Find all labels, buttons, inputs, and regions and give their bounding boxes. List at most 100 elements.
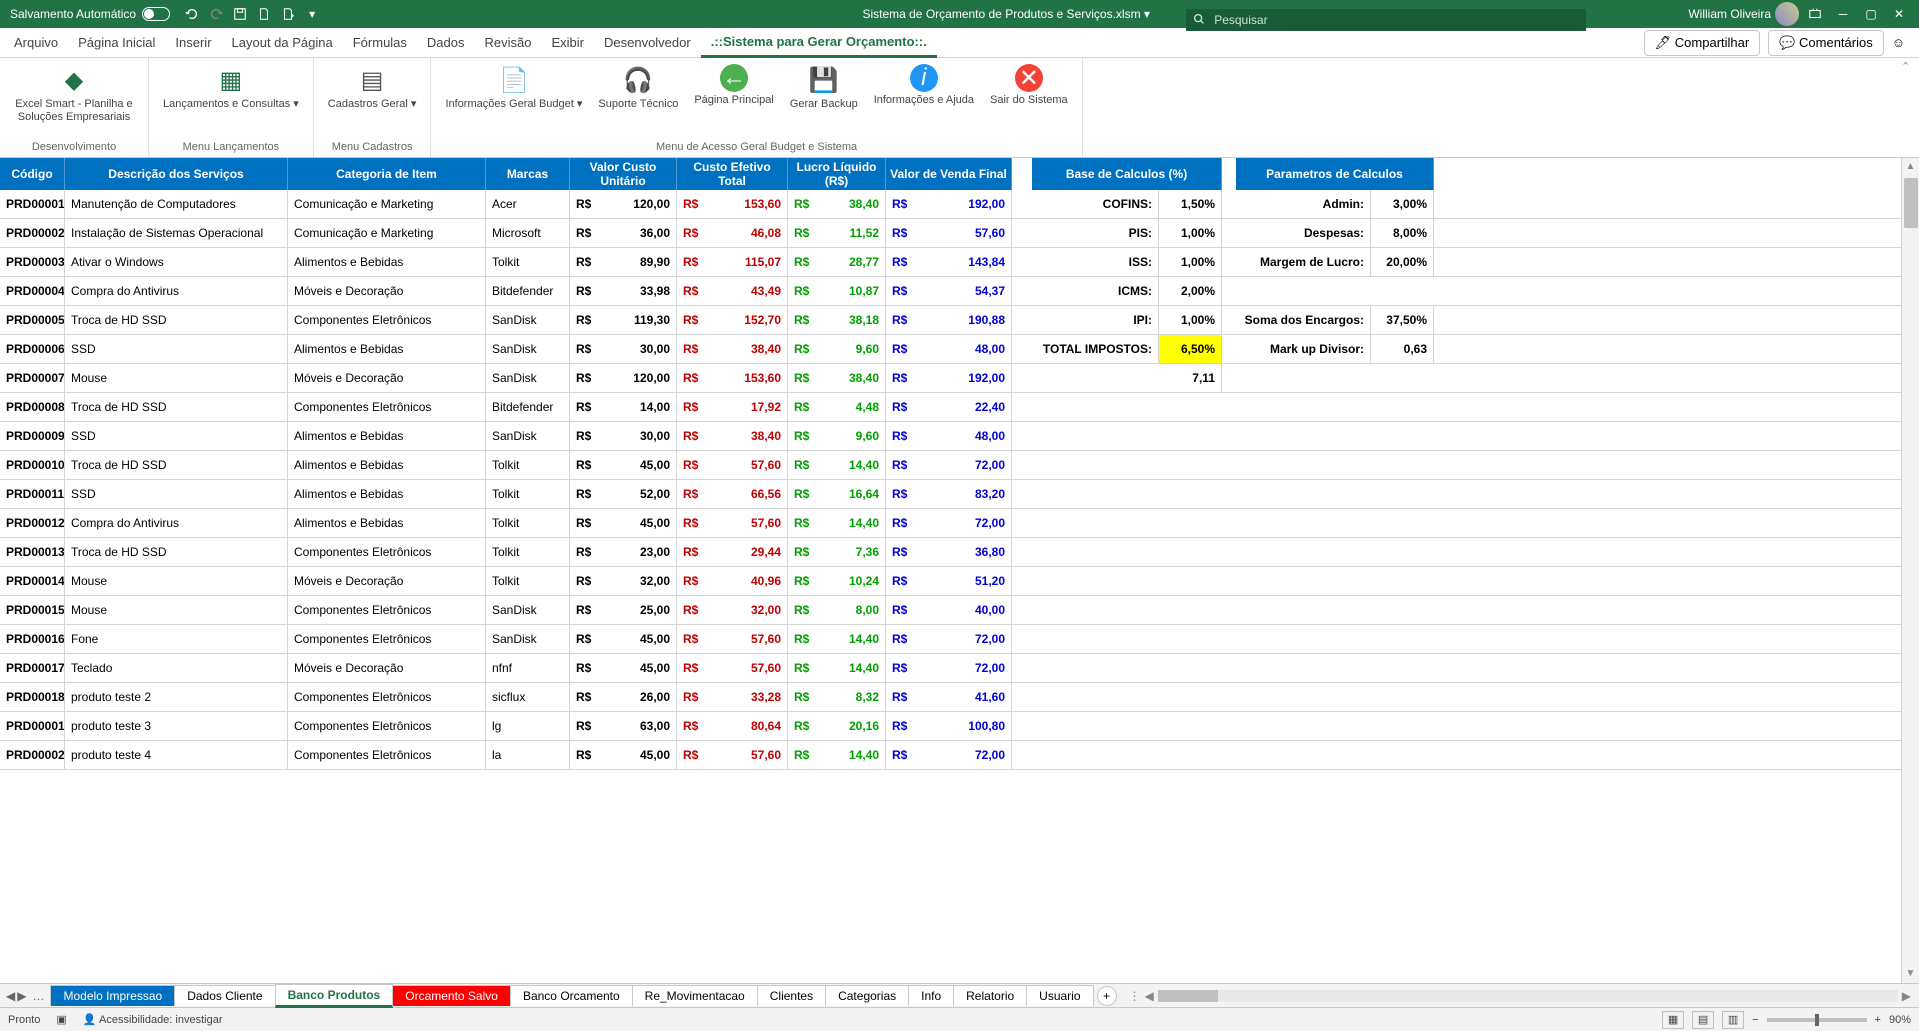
cell-unit[interactable]: R$45,00	[570, 625, 677, 653]
close-icon[interactable]: ✕	[1887, 0, 1911, 28]
cell-desc[interactable]: Fone	[65, 625, 288, 653]
comentarios-button[interactable]: 💬 Comentários	[1768, 30, 1884, 56]
table-row[interactable]: PRD00003 Ativar o Windows Alimentos e Be…	[0, 248, 1901, 277]
cell-liquido[interactable]: R$38,18	[788, 306, 886, 334]
tab-layout[interactable]: Layout da Página	[222, 29, 343, 56]
cell-efetivo[interactable]: R$43,49	[677, 277, 788, 305]
cell-venda[interactable]: R$190,88	[886, 306, 1012, 334]
cell-efetivo[interactable]: R$152,70	[677, 306, 788, 334]
table-row[interactable]: PRD00010 Troca de HD SSD Alimentos e Beb…	[0, 451, 1901, 480]
cell-efetivo[interactable]: R$38,40	[677, 335, 788, 363]
cell-venda[interactable]: R$192,00	[886, 190, 1012, 218]
tab-arquivo[interactable]: Arquivo	[4, 29, 68, 56]
table-row[interactable]: PRD00006 SSD Alimentos e Bebidas SanDisk…	[0, 335, 1901, 364]
cell-desc[interactable]: produto teste 2	[65, 683, 288, 711]
cell-cat[interactable]: Alimentos e Bebidas	[288, 248, 486, 276]
sheet-tab-banco-produtos[interactable]: Banco Produtos	[275, 984, 394, 1008]
table-row[interactable]: PRD00002 Instalação de Sistemas Operacio…	[0, 219, 1901, 248]
cell-codigo[interactable]: PRD00016	[0, 625, 65, 653]
cell-efetivo[interactable]: R$57,60	[677, 654, 788, 682]
tab-dados[interactable]: Dados	[417, 29, 475, 56]
table-row[interactable]: PRD00017 Teclado Móveis e Decoração nfnf…	[0, 654, 1901, 683]
cell-liquido[interactable]: R$14,40	[788, 451, 886, 479]
sheet-nav-left-icon[interactable]: ◀	[6, 989, 15, 1003]
tab-desenvolvedor[interactable]: Desenvolvedor	[594, 29, 701, 56]
table-row[interactable]: PRD00011 SSD Alimentos e Bebidas Tolkit …	[0, 480, 1901, 509]
cell-unit[interactable]: R$63,00	[570, 712, 677, 740]
hdr-efetivo[interactable]: Custo Efetivo Total	[677, 158, 788, 190]
cell-unit[interactable]: R$45,00	[570, 654, 677, 682]
cell-unit[interactable]: R$32,00	[570, 567, 677, 595]
cell-marca[interactable]: Tolkit	[486, 248, 570, 276]
scroll-thumb[interactable]	[1904, 178, 1918, 228]
sheet-tab-orcamento-salvo[interactable]: Orcamento Salvo	[392, 985, 511, 1006]
macro-icon[interactable]: ▣	[56, 1013, 66, 1026]
cell-efetivo[interactable]: R$57,60	[677, 625, 788, 653]
cell-codigo[interactable]: PRD00015	[0, 596, 65, 624]
tab-revisao[interactable]: Revisão	[475, 29, 542, 56]
tab-pagina-inicial[interactable]: Página Inicial	[68, 29, 165, 56]
cell-cat[interactable]: Alimentos e Bebidas	[288, 480, 486, 508]
smiley-icon[interactable]: ☺	[1892, 35, 1905, 50]
cell-desc[interactable]: Compra do Antivirus	[65, 509, 288, 537]
view-normal-icon[interactable]: ▦	[1662, 1011, 1684, 1029]
cell-codigo[interactable]: PRD00009	[0, 422, 65, 450]
cell-venda[interactable]: R$72,00	[886, 741, 1012, 769]
cell-codigo[interactable]: PRD00014	[0, 567, 65, 595]
cell-marca[interactable]: Microsoft	[486, 219, 570, 247]
base-label[interactable]: COFINS:	[1032, 190, 1159, 218]
cell-unit[interactable]: R$120,00	[570, 190, 677, 218]
hscroll-sep-icon[interactable]: ⋮	[1129, 989, 1141, 1003]
cell-venda[interactable]: R$72,00	[886, 625, 1012, 653]
cell-codigo[interactable]: PRD00017	[0, 654, 65, 682]
cell-marca[interactable]: SanDisk	[486, 335, 570, 363]
cell-unit[interactable]: R$33,98	[570, 277, 677, 305]
cell-liquido[interactable]: R$38,40	[788, 364, 886, 392]
cell-venda[interactable]: R$22,40	[886, 393, 1012, 421]
cell-efetivo[interactable]: R$115,07	[677, 248, 788, 276]
cell-efetivo[interactable]: R$17,92	[677, 393, 788, 421]
zoom-slider[interactable]	[1767, 1018, 1867, 1022]
cell-marca[interactable]: Acer	[486, 190, 570, 218]
base-label[interactable]: TOTAL IMPOSTOS:	[1032, 335, 1159, 363]
save-icon[interactable]	[228, 0, 252, 28]
cell-unit[interactable]: R$26,00	[570, 683, 677, 711]
sheet-tab-modelo[interactable]: Modelo Impressao	[50, 985, 175, 1006]
cell-unit[interactable]: R$119,30	[570, 306, 677, 334]
cell-cat[interactable]: Componentes Eletrônicos	[288, 741, 486, 769]
undo-icon[interactable]	[180, 0, 204, 28]
cell-liquido[interactable]: R$28,77	[788, 248, 886, 276]
hdr-desc[interactable]: Descrição dos Serviços	[65, 158, 288, 190]
cell-codigo[interactable]: PRD00001	[0, 190, 65, 218]
hscroll-right-icon[interactable]: ▶	[1902, 989, 1911, 1003]
cell-venda[interactable]: R$57,60	[886, 219, 1012, 247]
param-label[interactable]: Margem de Lucro:	[1236, 248, 1371, 276]
cell-cat[interactable]: Móveis e Decoração	[288, 364, 486, 392]
window-mode-icon[interactable]	[1803, 0, 1827, 28]
cell-marca[interactable]: Tolkit	[486, 451, 570, 479]
zoom-in-icon[interactable]: +	[1875, 1014, 1881, 1026]
cell-marca[interactable]: SanDisk	[486, 422, 570, 450]
cell-codigo[interactable]: PRD00008	[0, 393, 65, 421]
param-label[interactable]: Soma dos Encargos:	[1236, 306, 1371, 334]
cell-desc[interactable]: Teclado	[65, 654, 288, 682]
cell-liquido[interactable]: R$14,40	[788, 741, 886, 769]
cell-cat[interactable]: Alimentos e Bebidas	[288, 509, 486, 537]
cell-marca[interactable]: Tolkit	[486, 538, 570, 566]
search-input[interactable]	[1186, 9, 1586, 31]
param-val[interactable]: 37,50%	[1371, 306, 1434, 334]
ribbon-btn-sair[interactable]: ✕ Sair do Sistema	[984, 62, 1074, 113]
cell-desc[interactable]: Troca de HD SSD	[65, 393, 288, 421]
cell-marca[interactable]: sicflux	[486, 683, 570, 711]
cell-venda[interactable]: R$72,00	[886, 654, 1012, 682]
horizontal-scrollbar[interactable]	[1158, 990, 1898, 1002]
cell-cat[interactable]: Componentes Eletrônicos	[288, 538, 486, 566]
ribbon-btn-suporte[interactable]: 🎧 Suporte Técnico	[592, 62, 684, 113]
cell-liquido[interactable]: R$4,48	[788, 393, 886, 421]
cell-cat[interactable]: Comunicação e Marketing	[288, 190, 486, 218]
cell-desc[interactable]: Troca de HD SSD	[65, 451, 288, 479]
table-row[interactable]: PRD00001 Manutenção de Computadores Comu…	[0, 190, 1901, 219]
cell-cat[interactable]: Componentes Eletrônicos	[288, 306, 486, 334]
cell-cat[interactable]: Alimentos e Bebidas	[288, 451, 486, 479]
cell-efetivo[interactable]: R$33,28	[677, 683, 788, 711]
